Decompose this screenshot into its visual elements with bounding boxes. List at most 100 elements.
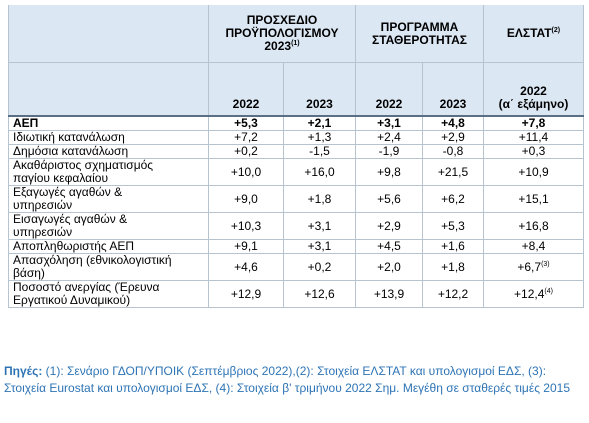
value-cell: +10,9 xyxy=(483,158,584,186)
year-header: 2023 xyxy=(283,62,356,117)
value: +8,4 xyxy=(521,239,546,253)
value-cell: +7,8 xyxy=(483,116,584,131)
note: (2) xyxy=(551,27,561,34)
value: +3,1 xyxy=(377,116,401,130)
value: +7,8 xyxy=(521,116,546,130)
value-cell: +4,6 xyxy=(208,253,284,281)
value-cell: -1,9 xyxy=(355,144,423,159)
value: +1,8 xyxy=(307,191,332,206)
year-header: 2022 xyxy=(208,62,284,117)
value-cell: +10,0 xyxy=(208,158,284,186)
value-cell: +21,5 xyxy=(422,158,484,186)
value: +15,1 xyxy=(518,191,549,206)
value-cell: +4,5 xyxy=(355,239,423,254)
value-cell: +16,8 xyxy=(483,212,584,240)
value-cell: +2,4 xyxy=(355,130,423,145)
value-cell: +4,8 xyxy=(422,116,484,131)
value-cell: +1,3 xyxy=(283,130,356,145)
row-label-cell: Ακαθάριστος σχηματισμός παγίου κεφαλαίου xyxy=(8,158,209,186)
value-cell: +3,1 xyxy=(283,239,356,254)
value: -1,5 xyxy=(309,144,330,158)
year: 2022 (α΄ εξάμηνο) xyxy=(498,84,569,111)
value-cell: +5,6 xyxy=(355,185,423,213)
row-label-cell: Αποπληθωριστής ΑΕΠ xyxy=(8,239,209,254)
value-cell: +0,2 xyxy=(208,144,284,159)
value-cell: +9,1 xyxy=(208,239,284,254)
value: +10,3 xyxy=(230,218,262,233)
value-cell: +12,2 xyxy=(422,280,484,308)
header-blank xyxy=(8,5,209,63)
value-cell: +2,1 xyxy=(283,116,356,131)
row-label: Αποπληθωριστής ΑΕΠ xyxy=(13,239,135,253)
value: -1,9 xyxy=(378,144,400,158)
value-cell: +9,8 xyxy=(355,158,423,186)
year-header: 2023 xyxy=(422,62,484,117)
value-cell: +2,9 xyxy=(355,212,423,240)
value-cell: +5,3 xyxy=(208,116,284,131)
value-cell: +11,4 xyxy=(483,130,584,145)
row-label-cell: Ιδιωτική κατανάλωση xyxy=(8,130,209,145)
value: +6,2 xyxy=(441,191,465,206)
value-cell: +1,8 xyxy=(283,185,356,213)
row-label: Απασχόληση (εθνικολογιστική βάση) xyxy=(13,253,172,280)
row: Αποπληθωριστής ΑΕΠ +9,1 +3,1 +4,5 +1,6 +8,4 xyxy=(8,239,584,254)
value: +1,8 xyxy=(441,259,465,274)
row: Δημόσια κατανάλωση +0,2 -1,5 -1,9 -0,8 +0,3 xyxy=(8,144,584,159)
value-cell: +3,1 xyxy=(283,212,356,240)
value-cell: +6,2 xyxy=(422,185,484,213)
value: +4,8 xyxy=(441,116,465,130)
value: +3,1 xyxy=(307,218,332,233)
value-cell: +1,6 xyxy=(422,239,484,254)
group-row: ΠΡΟΣΧΕΔΙΟ ΠΡΟΫΠΟΛΟΓΙΣΜΟΥ 2023(1) ΠΡΟΓΡΑΜΜ… xyxy=(8,5,584,63)
row-label-cell: Εισαγωγές αγαθών & υπηρεσιών xyxy=(8,212,209,240)
group-header: ΠΡΟΣΧΕΔΙΟ ΠΡΟΫΠΟΛΟΓΙΣΜΟΥ 2023(1) xyxy=(208,5,356,63)
value-cell: +2,9 xyxy=(422,130,484,145)
note: (3) xyxy=(541,260,550,268)
year: 2022 xyxy=(375,97,403,111)
row-label-cell: ΑΕΠ xyxy=(8,116,209,131)
value: +3,1 xyxy=(307,239,332,253)
row-label: Εισαγωγές αγαθών & υπηρεσιών xyxy=(13,212,128,239)
value-cell: +0,3 xyxy=(483,144,584,159)
value: +21,5 xyxy=(437,164,469,179)
value: +9,0 xyxy=(234,191,258,206)
value: +6,7 xyxy=(517,259,542,274)
value: +12,6 xyxy=(304,286,335,301)
value-cell: +12,9 xyxy=(208,280,284,308)
value: +5,6 xyxy=(377,191,401,206)
value: +5,3 xyxy=(234,116,258,130)
row: Ιδιωτική κατανάλωση +7,2 +1,3 +2,4 +2,9 +11,4 xyxy=(8,130,584,145)
note: (1) xyxy=(291,40,300,47)
group-title: ΠΡΟΣΧΕΔΙΟ ΠΡΟΫΠΟΛΟΓΙΣΜΟΥ 2023 xyxy=(225,13,339,53)
group-title: ΠΡΟΓΡΑΜΜΑ ΣΤΑΘΕΡΟΤΗΤΑΣ xyxy=(372,19,467,47)
value-cell: +6,7(3) xyxy=(483,253,584,281)
value-cell: -0,8 xyxy=(422,144,484,159)
value: -0,8 xyxy=(442,144,464,158)
year-header: 2022 (α΄ εξάμηνο) xyxy=(483,62,584,117)
value: +7,2 xyxy=(234,130,258,144)
row-label-cell: Ποσοστό ανεργίας (Έρευνα Εργατικού Δυναμ… xyxy=(8,280,209,308)
value-cell: +16,0 xyxy=(283,158,356,186)
value: +2,1 xyxy=(307,116,332,130)
value: +2,9 xyxy=(441,130,465,144)
year: 2023 xyxy=(439,97,467,111)
value: +0,3 xyxy=(521,144,546,158)
value-cell: +5,3 xyxy=(422,212,484,240)
value-cell: +13,9 xyxy=(355,280,423,308)
value-cell: +9,0 xyxy=(208,185,284,213)
value: +2,4 xyxy=(377,130,401,144)
group-header: ΕΛΣΤΑΤ(2) xyxy=(483,5,584,63)
footnote: Πηγές: (1): Σενάριο ΓΔΟΠ/ΥΠΟΙΚ (Σεπτέμβρ… xyxy=(4,363,584,397)
value-cell: +12,6 xyxy=(283,280,356,308)
table-header: ΠΡΟΣΧΕΔΙΟ ΠΡΟΫΠΟΛΟΓΙΣΜΟΥ 2023(1) ΠΡΟΓΡΑΜΜ… xyxy=(8,5,584,117)
data-table: ΠΡΟΣΧΕΔΙΟ ΠΡΟΫΠΟΛΟΓΙΣΜΟΥ 2023(1) ΠΡΟΓΡΑΜΜ… xyxy=(8,5,584,308)
value-cell: +0,2 xyxy=(283,253,356,281)
row-label-cell: Απασχόληση (εθνικολογιστική βάση) xyxy=(8,253,209,281)
value: +12,2 xyxy=(437,286,469,301)
row: Εισαγωγές αγαθών & υπηρεσιών +10,3 +3,1 +2,… xyxy=(8,212,584,240)
value: +4,6 xyxy=(234,259,258,274)
value: +12,4 xyxy=(514,286,545,301)
value: +10,0 xyxy=(230,164,262,179)
year: 2022 xyxy=(232,97,260,111)
